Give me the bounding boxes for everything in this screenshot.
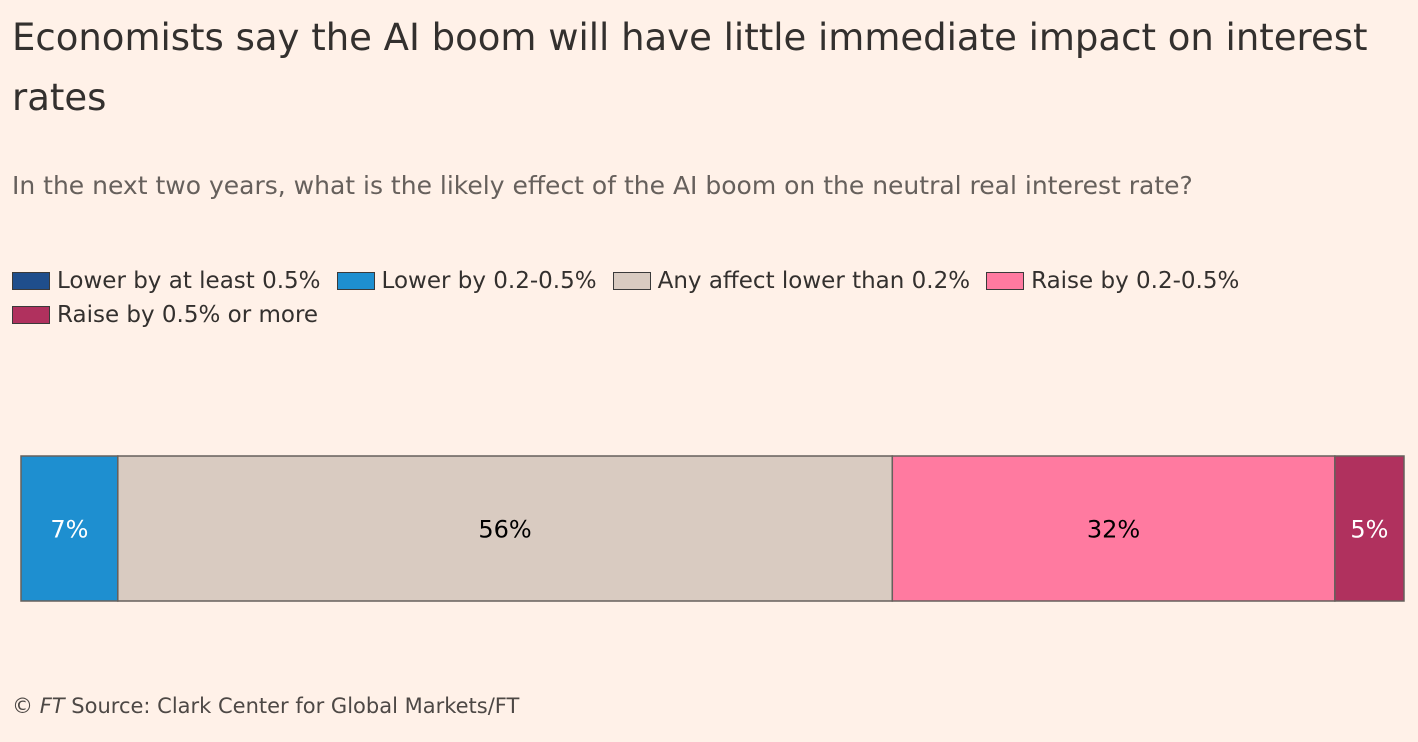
legend: Lower by at least 0.5% Lower by 0.2-0.5% A… — [12, 264, 1372, 332]
legend-item: Raise by 0.2-0.5% — [986, 264, 1239, 298]
source-text: Source: Clark Center for Global Markets/… — [71, 694, 520, 718]
bar-segment — [117, 455, 894, 602]
legend-swatch — [12, 306, 50, 324]
footer-source: © FT Source: Clark Center for Global Mar… — [12, 690, 519, 722]
legend-swatch — [336, 272, 375, 290]
legend-label: Raise by 0.2-0.5% — [1031, 268, 1240, 294]
copyright-symbol: © — [12, 694, 33, 718]
ft-brand: FT — [39, 694, 65, 718]
chart-title: Economists say the AI boom will have lit… — [12, 16, 1368, 119]
bar-segment — [20, 455, 119, 602]
legend-item: Lower by 0.2-0.5% — [336, 264, 597, 298]
legend-label: Any affect lower than 0.2% — [657, 268, 971, 294]
legend-label: Raise by 0.5% or more — [57, 302, 319, 328]
legend-label: Lower by 0.2-0.5% — [381, 268, 597, 294]
legend-swatch — [12, 272, 50, 290]
legend-item: Any affect lower than 0.2% — [612, 264, 971, 298]
bar-segment — [891, 455, 1336, 602]
legend-swatch — [612, 272, 651, 290]
legend-item: Raise by 0.5% or more — [12, 298, 318, 332]
bar-segment — [1334, 455, 1405, 602]
legend-swatch — [986, 272, 1025, 290]
legend-item: Lower by at least 0.5% — [12, 264, 321, 298]
legend-label: Lower by at least 0.5% — [57, 268, 321, 294]
chart-subtitle: In the next two years, what is the likel… — [12, 171, 1193, 200]
